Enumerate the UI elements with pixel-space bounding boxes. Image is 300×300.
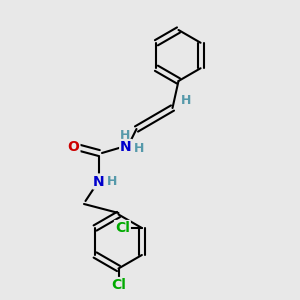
- Text: N: N: [120, 140, 132, 154]
- Text: N: N: [93, 175, 105, 188]
- Text: Cl: Cl: [111, 278, 126, 292]
- Text: H: H: [107, 175, 118, 188]
- Text: H: H: [120, 128, 130, 142]
- Text: Cl: Cl: [115, 221, 130, 235]
- Text: O: O: [68, 140, 80, 154]
- Text: H: H: [134, 142, 145, 155]
- Text: H: H: [181, 94, 191, 107]
